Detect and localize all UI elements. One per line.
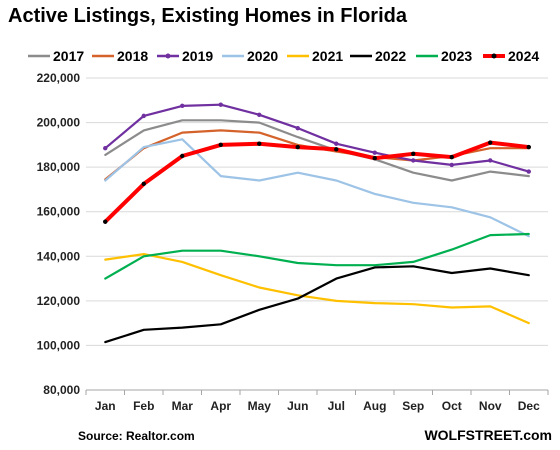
data-point [103, 146, 108, 151]
series-2021 [104, 253, 530, 325]
data-point [141, 181, 146, 187]
y-tick-label: 200,000 [37, 116, 81, 130]
series-2024 [103, 140, 531, 224]
x-tick-label: Mar [172, 399, 194, 413]
data-point [411, 151, 416, 156]
source-label: Source: Realtor.com [78, 429, 195, 443]
legend-item-2021: 2021 [287, 48, 343, 64]
x-tick-label: Jul [328, 399, 345, 413]
data-point [334, 141, 339, 146]
x-tick-label: Apr [210, 399, 231, 413]
y-tick-label: 140,000 [37, 249, 81, 263]
x-tick-labels: Jan Feb Mar Apr May Jun Jul Aug Sep Oct Nov Dec [95, 399, 540, 413]
series-line-2022 [104, 265, 530, 344]
data-point [372, 150, 377, 155]
legend-marker [491, 53, 497, 59]
series-line-2018 [104, 129, 530, 181]
x-tick-label: Dec [518, 399, 540, 413]
legend-label: 2020 [247, 48, 278, 64]
axes [85, 389, 549, 395]
legend-label: 2018 [117, 48, 148, 64]
legend: 2017 2018 2019 2020 2021 2022 2023 2024 [28, 48, 539, 64]
legend-label: 2021 [312, 48, 343, 64]
y-tick-label: 180,000 [37, 160, 81, 174]
series-line-2021 [104, 253, 530, 325]
x-tick-label: Jun [287, 399, 308, 413]
data-point [180, 103, 185, 109]
legend-item-2019: 2019 [157, 48, 213, 64]
y-tick-labels: 80,000 100,000 120,000 140,000 160,000 180,00… [37, 71, 81, 397]
legend-item-2024: 2024 [483, 48, 539, 64]
legend-item-2023: 2023 [416, 48, 472, 64]
data-point [526, 144, 531, 150]
legend-marker [165, 53, 171, 59]
legend-item-2020: 2020 [222, 48, 278, 64]
series-2023 [104, 232, 530, 280]
x-tick-label: Aug [363, 399, 386, 413]
data-point [295, 125, 300, 131]
data-point [257, 112, 262, 117]
series-2017 [104, 119, 530, 182]
series-line-2019 [104, 103, 530, 173]
data-point [372, 156, 377, 161]
data-point [180, 153, 185, 159]
series-2018 [104, 129, 530, 181]
data-point [103, 219, 108, 224]
x-tick-label: Sep [402, 399, 424, 413]
legend-label: 2024 [508, 48, 539, 64]
x-tick-label: Feb [133, 399, 154, 413]
data-point [449, 162, 454, 168]
data-point [218, 102, 223, 107]
x-tick-label: Jan [95, 399, 116, 413]
data-point [257, 141, 262, 146]
data-point [141, 113, 146, 119]
data-point [526, 169, 531, 174]
series-2019 [103, 102, 531, 174]
data-point [218, 142, 223, 148]
data-point [295, 144, 300, 150]
series-line-2024 [103, 140, 531, 224]
data-point [411, 158, 416, 163]
credit-label: WOLFSTREET.com [424, 427, 552, 443]
series-2022 [104, 265, 530, 344]
legend-item-2018: 2018 [92, 48, 148, 64]
chart-title: Active Listings, Existing Homes in Flori… [8, 5, 407, 27]
y-tick-label: 220,000 [37, 71, 81, 85]
x-tick-label: May [248, 399, 272, 413]
x-tick-label: Oct [442, 399, 462, 413]
legend-label: 2022 [375, 48, 406, 64]
data-point [334, 147, 339, 152]
series-line-2020 [104, 138, 530, 238]
x-tick-label: Nov [479, 399, 502, 413]
legend-item-2017: 2017 [28, 48, 84, 64]
legend-label: 2023 [441, 48, 472, 64]
data-point [449, 154, 454, 160]
data-point [488, 158, 493, 163]
y-tick-label: 80,000 [43, 383, 80, 397]
y-tick-label: 160,000 [37, 205, 81, 219]
legend-label: 2019 [182, 48, 213, 64]
series-2020 [104, 138, 530, 238]
legend-item-2022: 2022 [350, 48, 406, 64]
data-point [488, 140, 493, 145]
y-tick-label: 100,000 [37, 338, 81, 352]
gridlines [86, 77, 548, 346]
y-tick-label: 120,000 [37, 294, 81, 308]
legend-label: 2017 [53, 48, 84, 64]
series-line-2023 [104, 232, 530, 280]
series-lines [103, 102, 531, 344]
series-line-2017 [104, 119, 530, 182]
